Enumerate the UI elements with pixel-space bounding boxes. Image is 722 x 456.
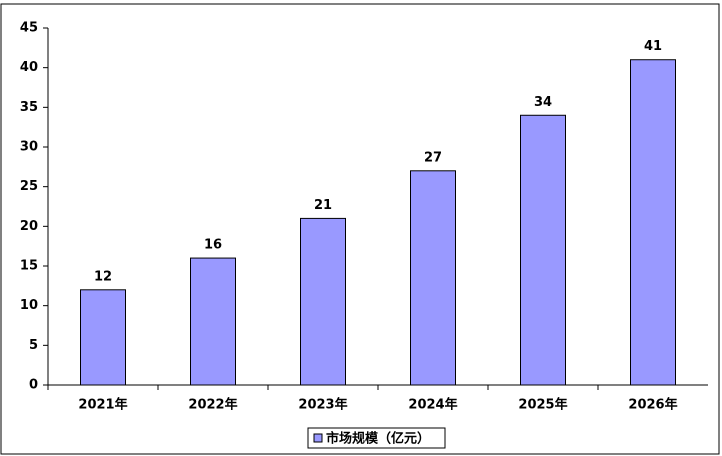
legend-label: 市场规模（亿元）	[326, 431, 430, 447]
data-label: 16	[204, 238, 222, 253]
y-tick-label: 5	[29, 338, 38, 353]
x-tick-label: 2022年	[188, 397, 237, 413]
bar	[300, 217, 346, 386]
y-tick-label: 35	[20, 100, 38, 115]
data-label: 34	[534, 95, 552, 110]
y-tick-label: 40	[20, 60, 38, 75]
x-tick-label: 2026年	[628, 397, 677, 413]
legend-swatch	[313, 433, 323, 443]
x-tick-label: 2023年	[298, 397, 347, 413]
x-tick-label: 2024年	[408, 397, 457, 413]
bar	[80, 289, 126, 386]
chart-border	[0, 3, 720, 455]
bar	[190, 257, 236, 386]
x-tick-label: 2021年	[78, 397, 127, 413]
data-label: 27	[424, 150, 442, 165]
y-tick-label: 15	[20, 259, 38, 274]
bar	[410, 170, 456, 386]
data-label: 21	[314, 198, 332, 213]
y-tick-label: 20	[20, 219, 38, 234]
y-tick-label: 45	[20, 21, 38, 36]
legend-box	[307, 427, 446, 449]
bar	[520, 114, 566, 386]
data-label: 12	[94, 269, 112, 284]
y-tick-label: 25	[20, 179, 38, 194]
y-tick-label: 30	[20, 140, 38, 155]
y-tick-label: 10	[20, 298, 38, 313]
x-tick-label: 2025年	[518, 397, 567, 413]
bar	[630, 59, 676, 386]
data-label: 41	[644, 39, 662, 54]
y-tick-label: 0	[29, 378, 38, 393]
